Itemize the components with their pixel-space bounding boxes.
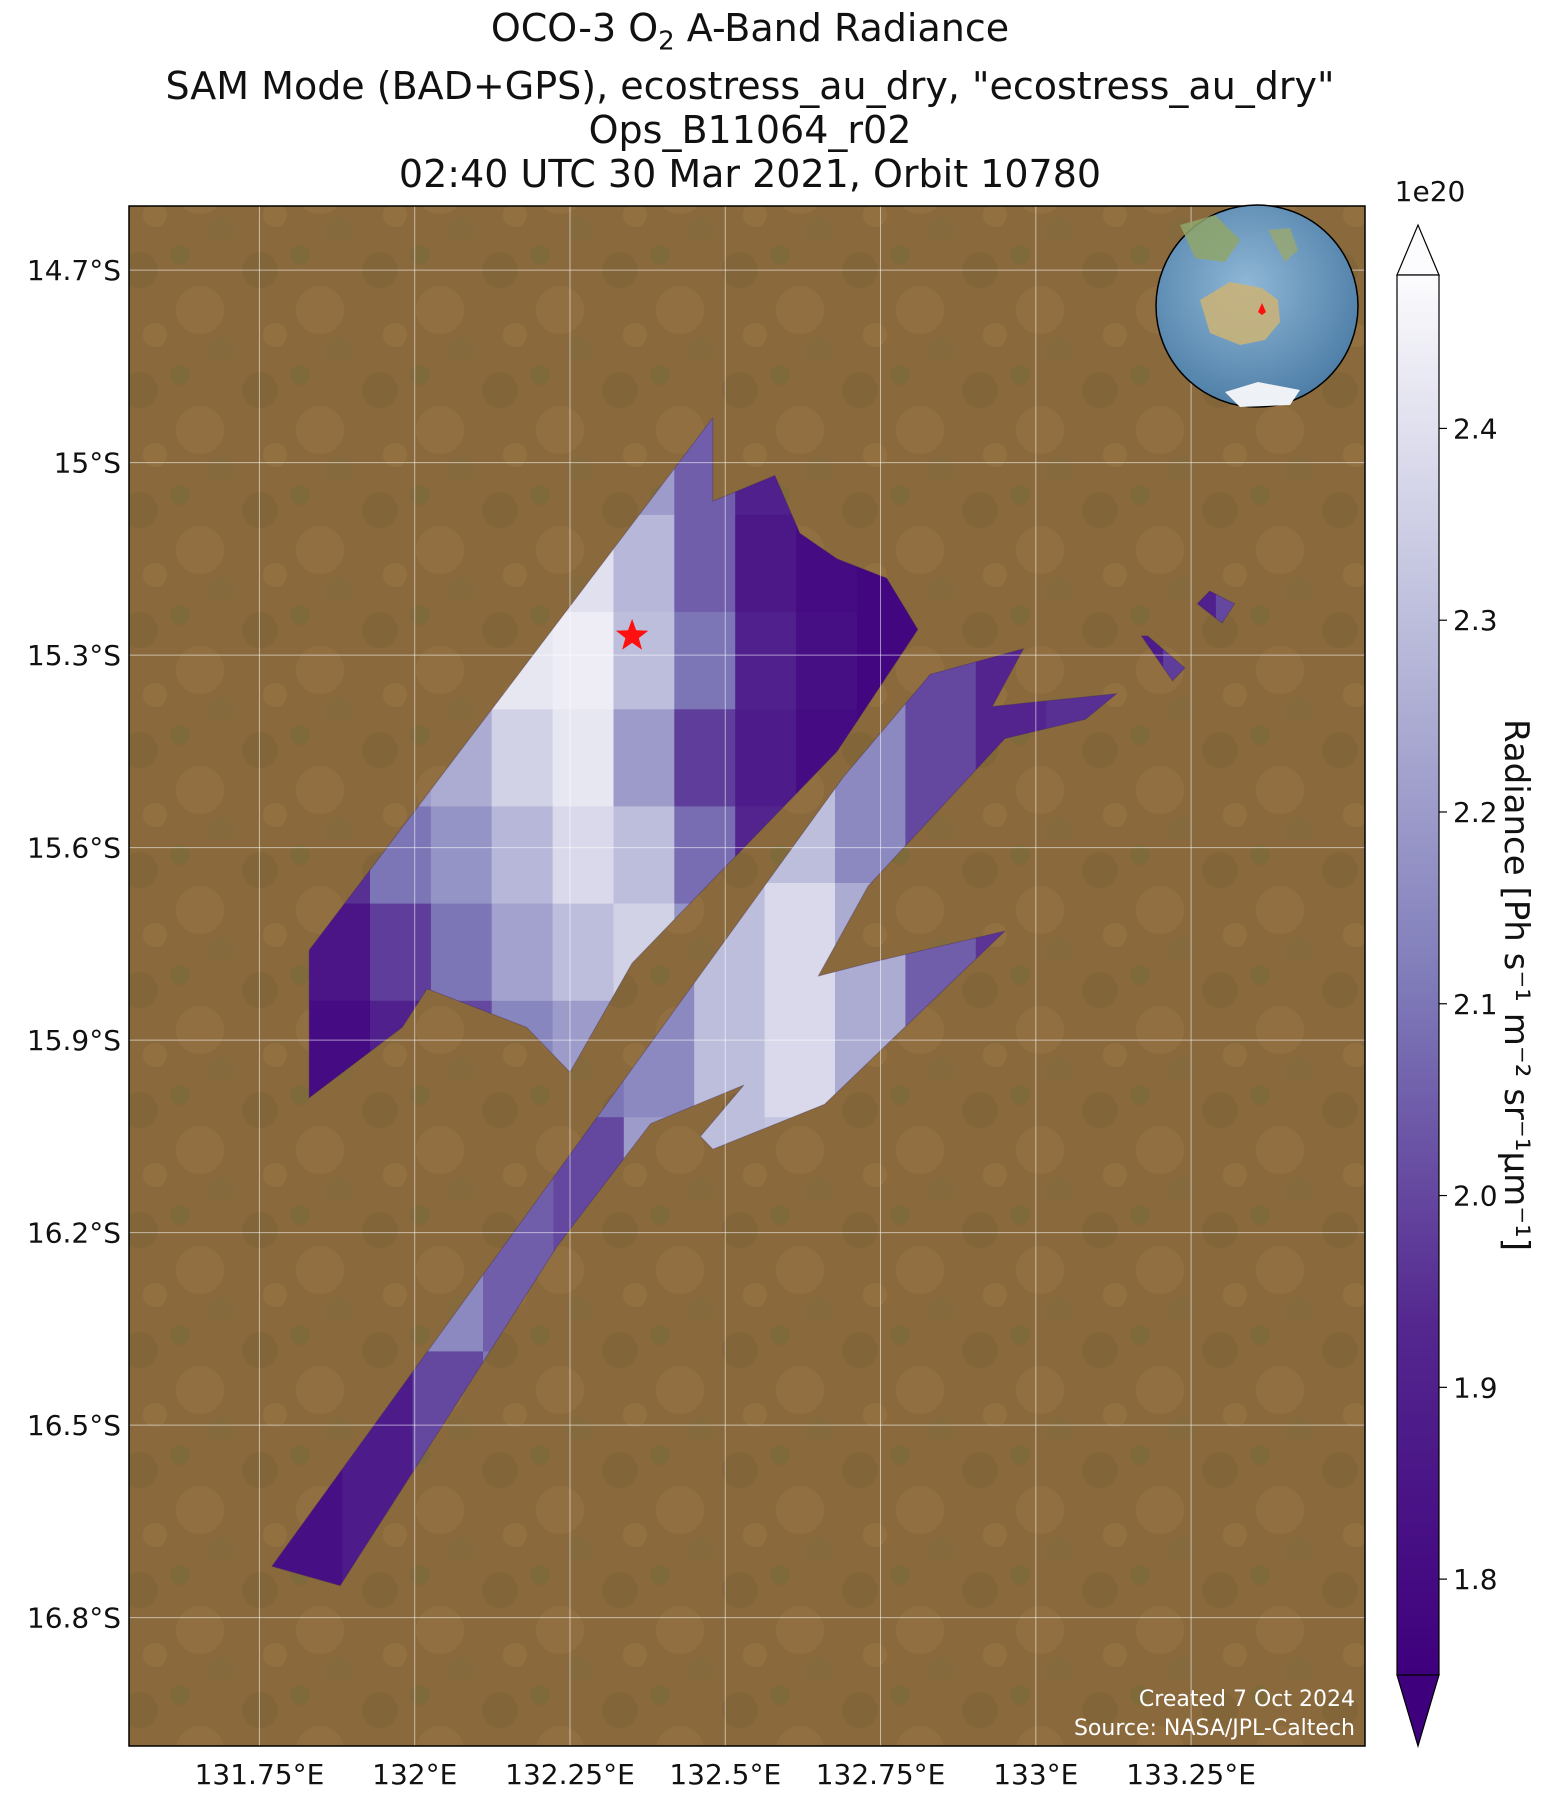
x-tick-label: 133.25°E <box>1126 1758 1256 1791</box>
colorbar-tick-label: 1.9 <box>1453 1371 1498 1404</box>
map-frame <box>128 205 1366 1747</box>
swath-outline <box>1196 590 1236 624</box>
title-line-2: SAM Mode (BAD+GPS), ecostress_au_dry, "e… <box>165 63 1335 108</box>
radiance-cell <box>735 709 797 808</box>
y-tick-label: 15.6°S <box>27 832 121 865</box>
title-line-4: 02:40 UTC 30 Mar 2021, Orbit 10780 <box>398 151 1102 196</box>
radiance-cell <box>674 612 736 711</box>
radiance-cell <box>796 612 858 711</box>
y-tick-label: 15°S <box>54 447 121 480</box>
colorbar: 1e20 1.8 1.9 2.0 2.1 2.2 2.3 2.4 Radiance [Ph … <box>1395 175 1536 1749</box>
radiance-cell <box>674 709 736 808</box>
x-axis: 131.75°E 132°E 132.25°E 132.5°E 132.75°E 133°… <box>195 1758 1256 1791</box>
map-area: Created 7 Oct 2024 Source: NASA/JPL-Calt… <box>128 204 1366 1747</box>
target-star-marker <box>615 618 649 650</box>
radiance-cell <box>430 903 493 1002</box>
colorbar-tick-label: 2.1 <box>1453 988 1498 1021</box>
source-credit: Source: NASA/JPL-Caltech <box>1074 1716 1355 1741</box>
radiance-cell <box>552 903 615 1002</box>
radiance-cell <box>552 612 615 711</box>
colorbar-ticks: 1.8 1.9 2.0 2.1 2.2 2.3 2.4 <box>1439 412 1498 1596</box>
swath-outline <box>271 647 1119 1587</box>
colorbar-tick-label: 2.3 <box>1453 604 1498 637</box>
y-tick-label: 15.3°S <box>27 639 121 672</box>
radiance-cell <box>370 903 432 1002</box>
y-tick-label: 15.9°S <box>27 1024 121 1057</box>
radiance-cell <box>430 806 493 905</box>
radiance-cell <box>552 806 615 905</box>
radiance-cell <box>613 709 676 808</box>
radiance-cell <box>491 903 554 1002</box>
colorbar-tick-label: 1.8 <box>1453 1563 1498 1596</box>
radiance-cell <box>674 514 736 613</box>
radiance-cell <box>764 883 836 1118</box>
colorbar-label: Radiance [Ph s⁻¹ m⁻² sr⁻¹µm⁻¹] <box>1496 719 1536 1251</box>
y-tick-label: 16.8°S <box>27 1602 121 1635</box>
title-line-3: Ops_B11064_r02 <box>588 107 912 152</box>
y-tick-label: 16.2°S <box>27 1217 121 1250</box>
radiance-cell <box>613 612 676 711</box>
radiance-cell <box>735 612 797 711</box>
x-tick-label: 132.5°E <box>669 1758 781 1791</box>
x-tick-label: 133°E <box>993 1758 1078 1791</box>
y-tick-label: 16.5°S <box>27 1409 121 1442</box>
x-tick-label: 131.75°E <box>195 1758 325 1791</box>
gridlines <box>129 206 1365 1746</box>
colorbar-extend-high <box>1396 223 1440 276</box>
y-axis: 14.7°S 15°S 15.3°S 15.6°S 15.9°S 16.2°S 16.5°S… <box>27 254 121 1635</box>
x-tick-label: 132°E <box>372 1758 457 1791</box>
colorbar-bar <box>1396 274 1440 1676</box>
y-tick-label: 14.7°S <box>27 254 121 287</box>
colorbar-tick-label: 2.0 <box>1453 1180 1498 1213</box>
title-line-1: OCO-3 O2 A-Band Radiance <box>490 6 1010 57</box>
colorbar-exponent: 1e20 <box>1395 175 1466 208</box>
radiance-cell <box>491 806 554 905</box>
swath-outline <box>1140 635 1186 682</box>
x-tick-label: 132.75°E <box>816 1758 946 1791</box>
radiance-cell <box>491 709 554 808</box>
created-date: Created 7 Oct 2024 <box>1139 1687 1355 1712</box>
colorbar-tick-label: 2.4 <box>1453 412 1498 445</box>
radiance-cell <box>552 709 615 808</box>
chart-title: OCO-3 O2 A-Band Radiance SAM Mode (BAD+G… <box>0 6 1500 196</box>
target-star <box>615 618 649 650</box>
x-tick-label: 132.25°E <box>505 1758 635 1791</box>
inset-globe <box>1155 204 1359 408</box>
radiance-cell <box>613 806 676 905</box>
radiance-cell <box>735 514 797 613</box>
colorbar-tick-label: 2.2 <box>1453 796 1498 829</box>
colorbar-extend-low <box>1396 1674 1440 1749</box>
